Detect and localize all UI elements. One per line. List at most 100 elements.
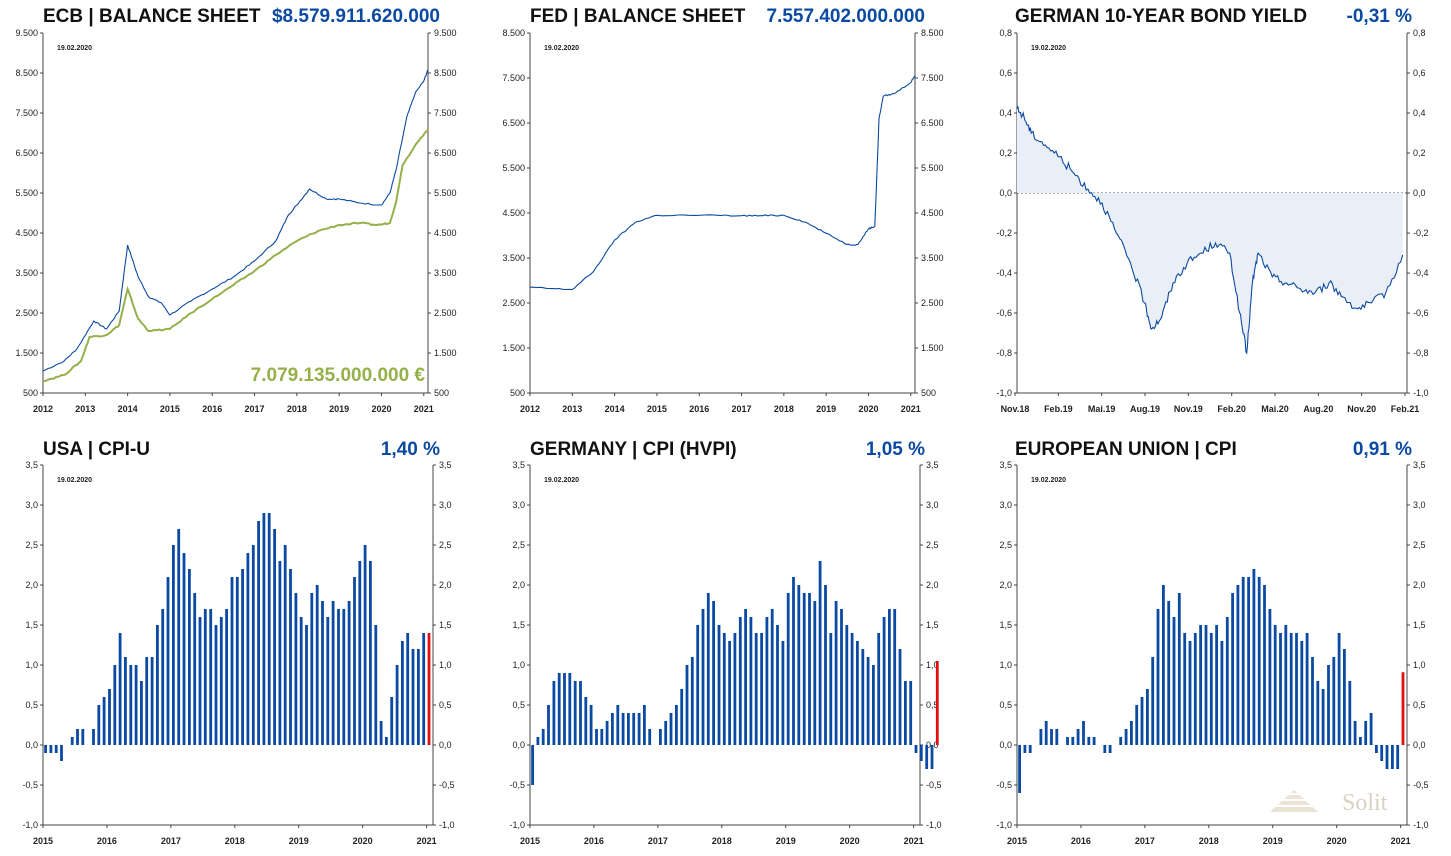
cpi-bar (786, 593, 790, 745)
cpi-bar (81, 729, 85, 745)
cpi-bar (925, 745, 929, 769)
y-tick-left: 4.500 (15, 228, 38, 238)
y-tick-left: 0,2 (999, 148, 1012, 158)
y-tick-left: 1.500 (15, 348, 38, 358)
cpi-bar (49, 745, 53, 753)
x-tick: 2019 (1263, 836, 1283, 846)
cpi-bar (1257, 577, 1261, 745)
cpi-bar (866, 657, 870, 745)
x-tick: 2020 (840, 836, 860, 846)
y-tick-right: 8.500 (921, 28, 944, 38)
cpi-bar (401, 641, 404, 745)
y-tick-right: 1,0 (439, 660, 452, 670)
x-tick: 2017 (1135, 836, 1155, 846)
y-tick-right: -0,8 (1413, 348, 1429, 358)
y-tick-left: 3,0 (999, 500, 1012, 510)
y-tick-left: 1,5 (512, 620, 525, 630)
y-tick-right: 0,0 (1413, 188, 1426, 198)
y-tick-right: 9.500 (434, 28, 457, 38)
chart-bund: GERMAN 10-YEAR BOND YIELD -0,31 % 19.02.20… (996, 6, 1428, 414)
cpi-bar (1295, 633, 1298, 745)
y-tick-left: 0,8 (999, 28, 1012, 38)
cpi-bar (754, 633, 758, 745)
x-tick: 2021 (414, 404, 434, 414)
x-tick: 2014 (605, 404, 625, 414)
current-value: -0,31 % (1347, 6, 1413, 27)
y-tick-left: 3.500 (502, 253, 525, 263)
cpi-bar (1375, 745, 1378, 753)
y-tick-left: -0,5 (509, 780, 525, 790)
y-tick-right: 3,0 (1413, 500, 1426, 510)
cpi-bar (659, 729, 662, 745)
cpi-bar (792, 577, 795, 745)
cpi-bar (70, 737, 74, 745)
x-tick: 2018 (225, 836, 245, 846)
cpi-bar (203, 609, 207, 745)
y-tick-right: 5.500 (921, 163, 944, 173)
cpi-bar (1188, 641, 1192, 745)
date-label: 19.02.2020 (57, 477, 92, 484)
x-tick: 2014 (118, 404, 138, 414)
cpi-bar (1135, 705, 1139, 745)
x-tick: Feb.21 (1391, 404, 1420, 414)
cpi-bar (909, 681, 913, 745)
cpi-bar (1321, 689, 1325, 745)
cpi-bar (1028, 745, 1032, 753)
cpi-bar (315, 585, 319, 745)
y-tick-right: 0,0 (1413, 740, 1426, 750)
cpi-bar (733, 633, 737, 745)
cpi-bar (749, 617, 753, 745)
chart-fed: FED | BALANCE SHEET 7.557.402.000.000 19.0… (502, 6, 943, 414)
cpi-bar (337, 609, 340, 745)
y-tick-left: -1,0 (996, 820, 1012, 830)
cpi-bar (97, 705, 101, 745)
y-tick-right: -0,5 (439, 780, 455, 790)
y-tick-left: 3,0 (25, 500, 38, 510)
cpi-bar (182, 553, 186, 745)
x-tick: 2020 (353, 836, 373, 846)
cpi-bar (395, 665, 399, 745)
cpi-bar (230, 577, 234, 745)
y-tick-right: 2.500 (921, 298, 944, 308)
cpi-bar (177, 529, 181, 745)
y-tick-left: 2,0 (512, 580, 525, 590)
y-tick-right: 500 (434, 388, 449, 398)
cpi-bar (1108, 745, 1112, 753)
y-tick-left: -1,0 (996, 388, 1012, 398)
cpi-bar (76, 729, 79, 745)
cpi-bar (1343, 649, 1346, 745)
cpi-bar (1396, 745, 1400, 769)
chart-title: FED | BALANCE SHEET (530, 6, 746, 27)
cpi-bar (1225, 617, 1229, 745)
y-tick-left: 1,5 (25, 620, 38, 630)
cpi-bar (1236, 585, 1240, 745)
cpi-bar (611, 713, 614, 745)
cpi-bar (124, 657, 127, 745)
y-tick-left: 4.500 (502, 208, 525, 218)
chart-title: GERMANY | CPI (HVPI) (530, 439, 737, 460)
y-tick-left: 6.500 (502, 118, 525, 128)
cpi-bar (1156, 609, 1160, 745)
x-tick: 2018 (712, 836, 732, 846)
cpi-bar (568, 673, 572, 745)
y-tick-right: -1,0 (926, 820, 942, 830)
x-tick: Mai.19 (1088, 404, 1116, 414)
y-tick-right: 2,0 (1413, 580, 1426, 590)
cpi-bar (573, 681, 577, 745)
y-tick-left: 500 (23, 388, 38, 398)
x-tick: 2021 (1391, 836, 1411, 846)
cpi-bar (1359, 737, 1362, 745)
y-tick-right: 3,5 (1413, 460, 1426, 470)
cpi-bar (273, 529, 276, 745)
cpi-bar (353, 577, 356, 745)
x-tick: 2015 (33, 836, 53, 846)
y-tick-left: 2,0 (999, 580, 1012, 590)
y-tick-left: -0,4 (996, 268, 1012, 278)
y-tick-right: 2,5 (439, 540, 452, 550)
cpi-bar (898, 649, 902, 745)
cpi-bar (283, 545, 287, 745)
y-tick-left: 1,5 (999, 620, 1012, 630)
cpi-bar (374, 625, 378, 745)
cpi-bar (680, 689, 684, 745)
y-tick-left: -0,8 (996, 348, 1012, 358)
